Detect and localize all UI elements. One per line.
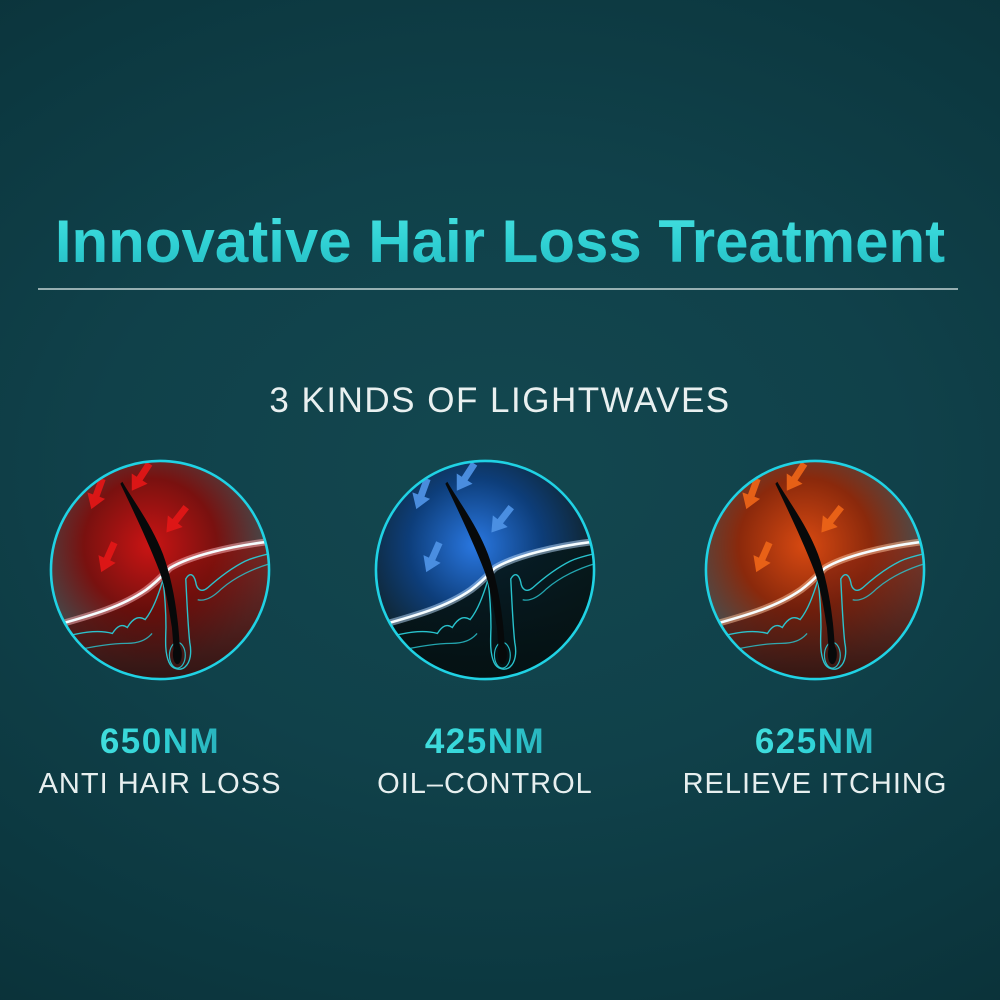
follicle-cross-section-graphic — [704, 459, 926, 681]
feature-625nm: 625NM RELIEVE ITCHING — [655, 456, 975, 801]
lightwave-arrows — [87, 461, 189, 573]
feature-label: OIL–CONTROL — [377, 768, 593, 800]
feature-650nm: 650NM ANTI HAIR LOSS — [0, 456, 320, 801]
page-title: Innovative Hair Loss Treatment — [0, 210, 1000, 273]
follicle-cross-section-graphic — [49, 459, 271, 681]
hair-follicle-blue-light-illustration — [371, 456, 599, 684]
hair-follicle-orange-light-illustration — [701, 456, 929, 684]
lightwave-features: 650NM ANTI HAIR LOSS 425NM OIL–CONTROL 6… — [0, 456, 1000, 836]
follicle-cross-section-graphic — [374, 459, 596, 681]
wavelength-value: 625NM — [655, 724, 975, 759]
divider — [38, 288, 958, 290]
hair-follicle-red-light-illustration — [46, 456, 274, 684]
feature-425nm: 425NM OIL–CONTROL — [325, 456, 645, 801]
lightwave-arrows — [742, 461, 844, 573]
section-subtitle: 3 KINDS OF LIGHTWAVES — [269, 381, 731, 421]
lightwave-arrows — [412, 461, 514, 573]
feature-label: ANTI HAIR LOSS — [38, 768, 282, 800]
wavelength-value: 425NM — [325, 724, 645, 759]
wavelength-value: 650NM — [0, 724, 320, 759]
feature-label: RELIEVE ITCHING — [682, 768, 948, 800]
